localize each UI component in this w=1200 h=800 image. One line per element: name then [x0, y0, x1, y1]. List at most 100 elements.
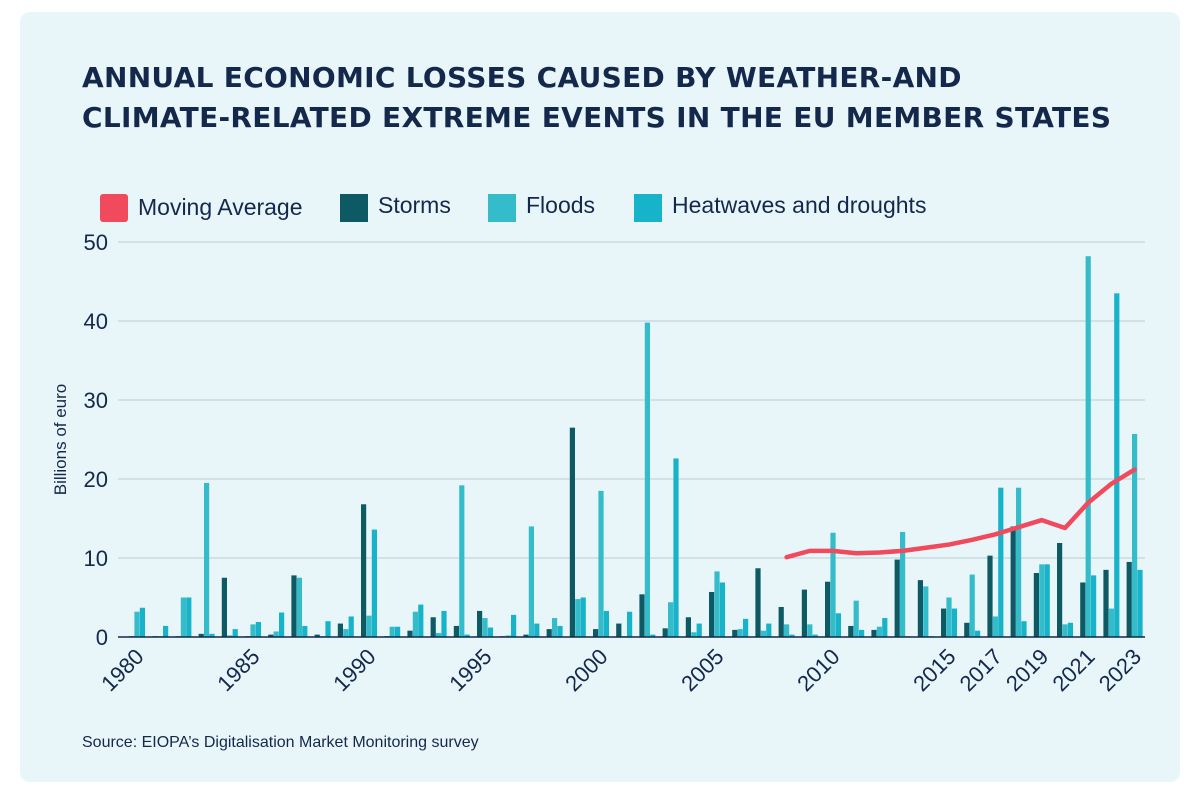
bar-heatwaves-2006 — [743, 618, 749, 637]
bar-floods-1992 — [412, 611, 418, 637]
bar-floods-1985 — [250, 624, 256, 637]
bar-floods-1983 — [204, 482, 210, 637]
y-tick-label-50: 50 — [84, 230, 108, 255]
bar-floods-2018 — [1016, 487, 1022, 637]
x-tick-label-2005: 2005 — [676, 644, 728, 696]
bar-floods-1986 — [273, 631, 279, 637]
bar-heatwaves-2005 — [719, 582, 725, 637]
bar-heatwaves-1999 — [580, 597, 586, 637]
bar-storms-2007 — [755, 568, 761, 637]
bar-heatwaves-1984 — [232, 629, 238, 637]
legend-swatch-floods — [488, 194, 516, 222]
bar-storms-2020 — [1057, 542, 1063, 637]
bar-heatwaves-2023 — [1137, 569, 1143, 637]
bar-storms-2015 — [941, 608, 947, 637]
bar-floods-1993 — [436, 633, 442, 637]
legend-swatch-moving-average — [100, 194, 128, 222]
bar-heatwaves-2010 — [835, 613, 841, 637]
bar-storms-1993 — [430, 617, 436, 637]
bar-storms-1989 — [337, 623, 343, 637]
bar-heatwaves-1981 — [163, 625, 169, 637]
chart-source-note: Source: EIOPA’s Digitalisation Market Mo… — [82, 734, 479, 751]
bar-heatwaves-2009 — [812, 634, 818, 637]
bar-floods-2015 — [946, 597, 952, 637]
bar-storms-2014 — [917, 580, 923, 637]
bar-heatwaves-2001 — [627, 611, 633, 637]
chart-title: ANNUAL ECONOMIC LOSSES CAUSED BY WEATHER… — [82, 58, 1142, 138]
bar-storms-1984 — [221, 577, 227, 637]
y-axis-label: Billions of euro — [51, 384, 70, 496]
bar-heatwaves-2022 — [1114, 293, 1120, 637]
moving-average-line — [784, 467, 1137, 560]
bar-heatwaves-2017 — [998, 487, 1004, 637]
bar-floods-2000 — [598, 490, 604, 637]
bar-heatwaves-1993 — [441, 610, 447, 637]
bar-storms-1999 — [569, 427, 575, 637]
bar-storms-1986 — [268, 634, 274, 637]
legend-label-floods: Floods — [526, 192, 596, 218]
bar-heatwaves-2020 — [1067, 622, 1073, 637]
bar-heatwaves-1986 — [279, 612, 285, 637]
bar-floods-1980 — [134, 611, 140, 637]
bar-heatwaves-1992 — [418, 604, 424, 637]
bar-storms-1990 — [361, 504, 367, 637]
x-tick-label-2021: 2021 — [1047, 644, 1099, 696]
bar-storms-2011 — [848, 625, 854, 637]
bar-storms-1994 — [453, 625, 459, 637]
bar-storms-2000 — [593, 629, 599, 637]
bar-floods-2022 — [1108, 608, 1114, 637]
bar-floods-2023 — [1132, 433, 1138, 637]
bar-storms-2018 — [1010, 526, 1016, 637]
bar-storms-2004 — [685, 617, 691, 637]
bar-storms-2012 — [871, 629, 877, 637]
bar-storms-2022 — [1103, 569, 1109, 637]
bar-floods-2003 — [668, 602, 674, 637]
bar-floods-2002 — [644, 322, 650, 637]
bar-heatwaves-1995 — [487, 627, 493, 637]
bar-floods-2007 — [760, 630, 766, 637]
y-tick-label-10: 10 — [84, 546, 108, 571]
bar-storms-1997 — [523, 634, 529, 637]
x-tick-label-2000: 2000 — [560, 644, 612, 696]
bar-floods-1996 — [505, 635, 511, 637]
bar-storms-2006 — [732, 629, 738, 637]
bar-heatwaves-2021 — [1091, 575, 1097, 637]
legend-swatch-heatwaves-and-droughts — [634, 194, 662, 222]
bar-storms-2023 — [1126, 561, 1132, 637]
bar-floods-1984 — [227, 635, 233, 637]
x-tick-label-2023: 2023 — [1094, 644, 1146, 696]
bar-floods-1998 — [552, 618, 558, 637]
bar-storms-1998 — [546, 629, 552, 637]
bar-heatwaves-1988 — [325, 621, 331, 637]
bar-heatwaves-1985 — [255, 621, 261, 637]
bar-floods-2011 — [853, 600, 859, 637]
bar-storms-2010 — [825, 581, 831, 637]
legend-label-storms: Storms — [378, 192, 451, 218]
x-tick-label-2019: 2019 — [1001, 644, 1053, 696]
y-tick-label-30: 30 — [84, 388, 108, 413]
bar-heatwaves-1990 — [371, 529, 377, 637]
bar-heatwaves-1998 — [557, 625, 563, 637]
bar-floods-2009 — [807, 624, 813, 637]
bar-heatwaves-2011 — [859, 629, 865, 637]
x-tick-label-1980: 1980 — [96, 644, 148, 696]
bar-floods-2020 — [1062, 624, 1068, 637]
x-tick-label-1985: 1985 — [212, 644, 264, 696]
bar-storms-2002 — [639, 594, 645, 637]
bar-heatwaves-1994 — [464, 634, 470, 637]
bar-floods-1995 — [482, 618, 488, 637]
bar-floods-2021 — [1085, 256, 1091, 637]
bar-floods-2013 — [900, 531, 906, 637]
bar-storms-2009 — [801, 589, 807, 637]
bar-storms-1992 — [407, 630, 413, 637]
bar-floods-2008 — [784, 624, 790, 637]
bar-storms-2013 — [894, 559, 900, 637]
bar-floods-2019 — [1039, 564, 1045, 637]
bar-heatwaves-2004 — [696, 623, 702, 637]
bar-heatwaves-2008 — [789, 634, 795, 637]
bar-heatwaves-1987 — [302, 625, 308, 637]
x-tick-label-2010: 2010 — [792, 644, 844, 696]
bar-storms-1988 — [314, 634, 320, 637]
bar-floods-1997 — [528, 526, 534, 637]
